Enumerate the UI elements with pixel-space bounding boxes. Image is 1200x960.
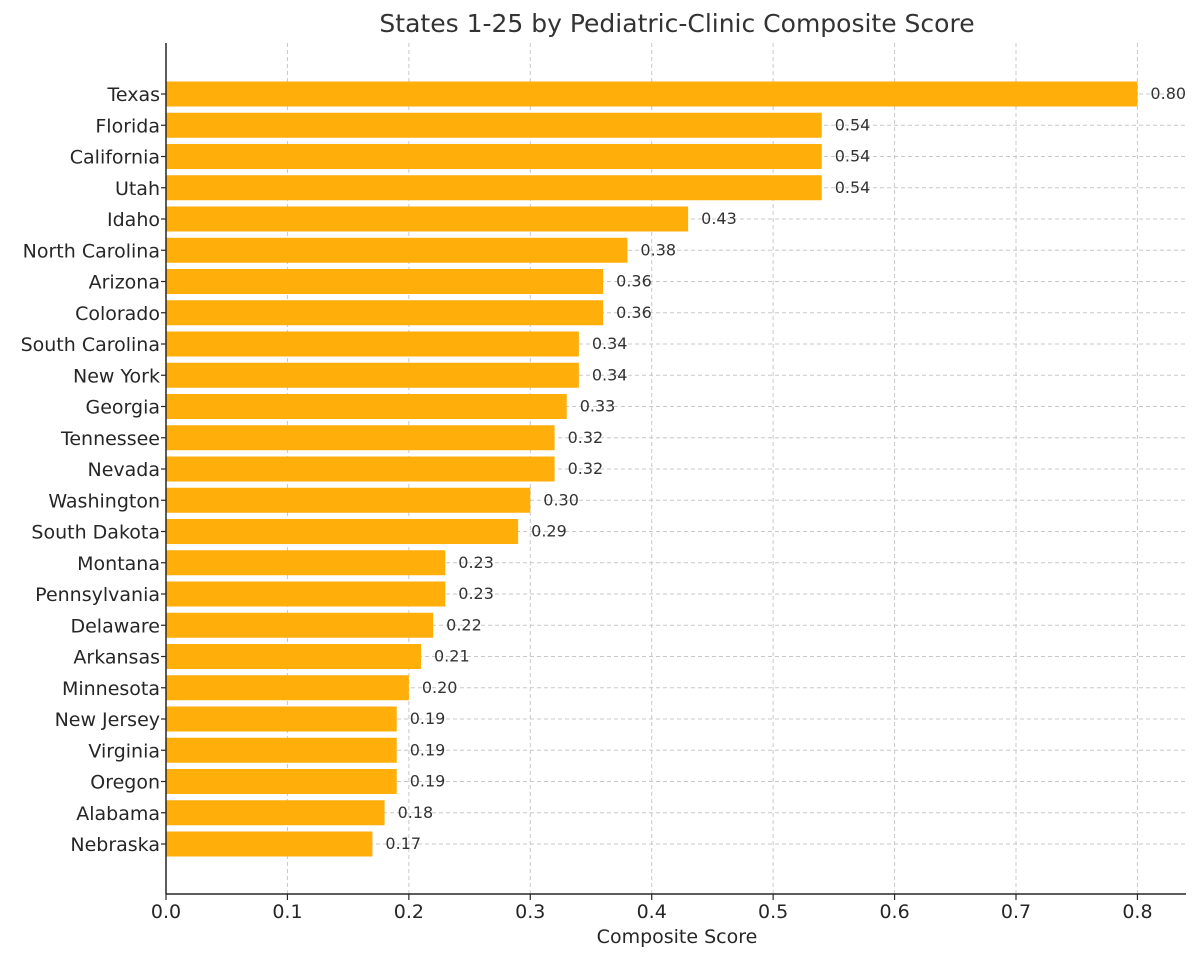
bar-delaware bbox=[166, 612, 434, 638]
category-label: Colorado bbox=[75, 303, 160, 325]
value-label: 0.33 bbox=[580, 397, 616, 416]
bar-washington bbox=[166, 487, 531, 513]
value-label: 0.80 bbox=[1150, 84, 1186, 103]
x-tick-label: 0.7 bbox=[1001, 901, 1031, 923]
bar-layer bbox=[166, 81, 1138, 857]
value-label: 0.54 bbox=[835, 147, 871, 166]
bar-florida bbox=[166, 112, 822, 138]
value-label: 0.21 bbox=[434, 647, 470, 666]
x-tick-label: 0.5 bbox=[758, 901, 788, 923]
category-label: California bbox=[70, 147, 160, 169]
bar-south-carolina bbox=[166, 331, 579, 357]
category-label: Alabama bbox=[76, 803, 160, 825]
x-tick-label: 0.1 bbox=[272, 901, 302, 923]
category-label: Nevada bbox=[88, 459, 161, 481]
value-label: 0.54 bbox=[835, 115, 871, 134]
bar-montana bbox=[166, 550, 446, 576]
category-label: Arizona bbox=[89, 272, 160, 294]
x-tick-label: 0.2 bbox=[394, 901, 424, 923]
category-label: Delaware bbox=[70, 615, 160, 637]
value-label: 0.54 bbox=[835, 178, 871, 197]
category-label: Texas bbox=[106, 84, 160, 106]
value-label: 0.34 bbox=[592, 365, 628, 384]
value-label: 0.17 bbox=[385, 834, 421, 853]
x-axis-title: Composite Score bbox=[597, 926, 758, 948]
bar-nebraska bbox=[166, 831, 373, 857]
value-label-layer: 0.80 0.54 0.54 0.54 0.43 0.38 0.36 0.36 0.34 0.34… bbox=[385, 84, 1186, 853]
x-tick-label: 0.0 bbox=[151, 901, 181, 923]
category-label: Pennsylvania bbox=[35, 584, 160, 606]
category-label: Oregon bbox=[90, 772, 160, 794]
bar-georgia bbox=[166, 394, 567, 419]
value-label: 0.22 bbox=[446, 615, 482, 634]
bar-new-york bbox=[166, 362, 579, 388]
value-label: 0.36 bbox=[616, 272, 652, 291]
bar-texas bbox=[166, 81, 1138, 107]
category-label: South Dakota bbox=[31, 522, 160, 544]
category-label: New York bbox=[73, 365, 160, 387]
x-tick-label: 0.3 bbox=[515, 901, 545, 923]
category-label: Virginia bbox=[88, 740, 160, 762]
value-label: 0.19 bbox=[410, 740, 446, 759]
value-label: 0.23 bbox=[458, 553, 494, 572]
value-label: 0.20 bbox=[422, 678, 458, 697]
value-label: 0.23 bbox=[458, 584, 494, 603]
x-tick-label: 0.4 bbox=[637, 901, 667, 923]
bar-north-carolina bbox=[166, 237, 628, 263]
category-label: Idaho bbox=[107, 209, 160, 231]
value-label: 0.32 bbox=[568, 459, 604, 478]
x-tick-layer: 0.0 0.1 0.2 0.3 0.4 0.5 0.6 0.7 0.8 bbox=[151, 93, 1153, 923]
x-tick-label: 0.6 bbox=[879, 901, 909, 923]
bar-nevada bbox=[166, 456, 555, 482]
category-label: Arkansas bbox=[73, 647, 160, 669]
category-label: South Carolina bbox=[21, 334, 160, 356]
value-label: 0.34 bbox=[592, 334, 628, 353]
bar-california bbox=[166, 144, 822, 169]
category-label: Georgia bbox=[86, 397, 161, 419]
value-label: 0.19 bbox=[410, 709, 446, 728]
category-label: Tennessee bbox=[60, 428, 160, 450]
value-label: 0.29 bbox=[531, 522, 567, 541]
category-label: Montana bbox=[77, 553, 160, 575]
category-label-layer: Texas Florida California Utah Idaho North Car… bbox=[21, 84, 160, 856]
value-label: 0.18 bbox=[398, 803, 434, 822]
value-label: 0.43 bbox=[701, 209, 737, 228]
category-label: Minnesota bbox=[62, 678, 160, 700]
value-label: 0.19 bbox=[410, 772, 446, 791]
category-label: Washington bbox=[48, 490, 160, 512]
category-label: Nebraska bbox=[70, 834, 160, 856]
value-label: 0.30 bbox=[543, 490, 579, 509]
value-label: 0.38 bbox=[640, 240, 676, 259]
bar-colorado bbox=[166, 300, 604, 326]
bar-utah bbox=[166, 175, 822, 201]
bar-arkansas bbox=[166, 644, 421, 669]
bar-alabama bbox=[166, 800, 385, 826]
bar-tennessee bbox=[166, 425, 555, 451]
category-label: Florida bbox=[95, 115, 160, 137]
value-label: 0.36 bbox=[616, 303, 652, 322]
bar-oregon bbox=[166, 769, 397, 794]
bar-south-dakota bbox=[166, 519, 519, 544]
bar-minnesota bbox=[166, 675, 409, 701]
x-tick-label: 0.8 bbox=[1122, 901, 1152, 923]
category-label: North Carolina bbox=[23, 240, 160, 262]
category-label: New Jersey bbox=[55, 709, 160, 731]
bar-pennsylvania bbox=[166, 581, 446, 607]
bar-new-jersey bbox=[166, 706, 397, 732]
bar-virginia bbox=[166, 737, 397, 763]
bar-idaho bbox=[166, 206, 689, 232]
value-label: 0.32 bbox=[568, 428, 604, 447]
category-label: Utah bbox=[115, 178, 160, 200]
bar-arizona bbox=[166, 269, 604, 294]
chart-title: States 1-25 by Pediatric-Clinic Composit… bbox=[379, 9, 974, 38]
